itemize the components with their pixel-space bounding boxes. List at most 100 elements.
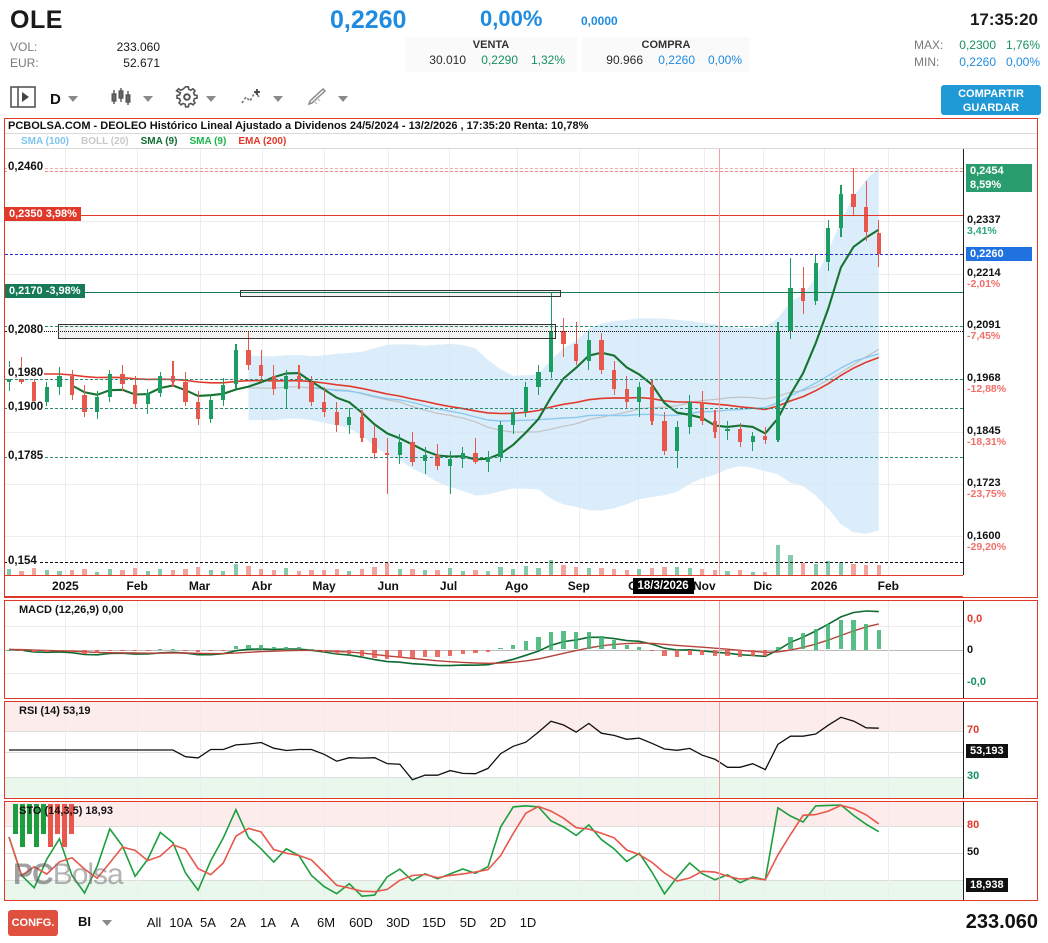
volume-bar bbox=[132, 568, 138, 575]
range-button-60d[interactable]: 60D bbox=[349, 915, 373, 930]
candle-wick bbox=[777, 322, 779, 443]
macd-panel[interactable]: MACD (12,26,9) 0,00 0,0 0 -0,0 bbox=[4, 600, 1038, 699]
date-marker-badge[interactable]: 18/3/2026 bbox=[632, 578, 694, 594]
candle-wick bbox=[311, 375, 313, 406]
v-gridline bbox=[261, 702, 263, 798]
rsi-axis-label: 30 bbox=[967, 769, 980, 782]
macd-histogram-bar bbox=[813, 628, 818, 650]
v-gridline bbox=[762, 802, 764, 900]
range-button-all[interactable]: All bbox=[146, 915, 162, 930]
candle-wick bbox=[752, 431, 754, 451]
macd-histogram-bar bbox=[32, 649, 37, 653]
range-button-6m[interactable]: 6M bbox=[316, 915, 336, 930]
macd-line bbox=[8, 610, 879, 667]
v-gridline bbox=[324, 802, 325, 900]
min-percent: 0,00% bbox=[1005, 55, 1040, 69]
candle-wick bbox=[588, 331, 590, 370]
legend-sma100[interactable]: SMA (100) bbox=[21, 136, 69, 147]
range-button-a[interactable]: A bbox=[290, 915, 300, 930]
share-save-button[interactable]: COMPARTIR GUARDAR bbox=[941, 85, 1041, 115]
interval-selector[interactable]: BI bbox=[78, 914, 112, 929]
candlestick-icon bbox=[110, 86, 136, 113]
candle-wick bbox=[878, 219, 880, 267]
v-gridline bbox=[65, 601, 67, 698]
crosshair-vertical bbox=[718, 702, 720, 798]
range-button-2d[interactable]: 2D bbox=[489, 915, 507, 930]
draw-tools-button[interactable] bbox=[305, 86, 348, 112]
range-button-5a[interactable]: 5A bbox=[200, 915, 216, 930]
macd-histogram-bar bbox=[44, 649, 49, 653]
price-y-axis[interactable]: 0,2454 8,59% 0,2337 3,41% 0,2260 0,2214 -2,01%… bbox=[963, 149, 1037, 575]
price-tag-high[interactable]: 0,2454 bbox=[966, 163, 1032, 178]
legend-boll20[interactable]: BOLL (20) bbox=[80, 136, 129, 147]
macd-histogram-bar bbox=[548, 632, 554, 650]
price-alert-tag[interactable]: 0,2170 -3,98% bbox=[5, 284, 85, 299]
volume-label: VOL: bbox=[10, 40, 38, 54]
price-panel[interactable]: PCBOLSA.COM - DEOLEO Histórico Lineal Aj… bbox=[4, 118, 1038, 598]
volume-bar bbox=[851, 563, 856, 575]
price-plot[interactable] bbox=[5, 149, 1037, 575]
candle-wick bbox=[235, 343, 237, 389]
range-button-1d[interactable]: 1D bbox=[519, 915, 537, 930]
price-tag-high-pct[interactable]: 8,59% bbox=[966, 177, 1032, 192]
rsi-plot[interactable] bbox=[5, 702, 963, 798]
range-button-10a[interactable]: 10A bbox=[169, 915, 193, 930]
max-label: MAX: bbox=[914, 38, 944, 52]
legend-sma9-light[interactable]: SMA (9) bbox=[189, 136, 227, 147]
chart-type-button[interactable] bbox=[110, 86, 153, 112]
volume-bar bbox=[385, 562, 390, 575]
add-indicator-button[interactable] bbox=[240, 86, 283, 112]
current-price-tag[interactable]: 0,2260 bbox=[966, 246, 1032, 261]
sto-plot[interactable] bbox=[5, 802, 963, 900]
volume-bar bbox=[284, 568, 289, 575]
macd-histogram-bar bbox=[561, 630, 566, 650]
legend-ema200[interactable]: EMA (200) bbox=[238, 136, 287, 147]
quote-header: OLE VOL: 233.060 EUR: 52.671 0,2260 0,00… bbox=[0, 0, 1048, 80]
candle-wick bbox=[84, 384, 86, 417]
range-button-15d[interactable]: 15D bbox=[422, 915, 446, 930]
volume-bar bbox=[586, 568, 591, 575]
timeframe-selector[interactable]: D bbox=[50, 86, 78, 112]
eur-label: EUR: bbox=[10, 56, 39, 70]
price-alert-tag[interactable]: 0,2350 3,98% bbox=[5, 207, 81, 222]
sto-value-badge[interactable]: 18,938 bbox=[966, 878, 1008, 893]
range-button-2a[interactable]: 2A bbox=[230, 915, 246, 930]
config-button[interactable]: CONFG. bbox=[8, 910, 58, 936]
sto-histogram-bar bbox=[34, 804, 39, 847]
macd-plot[interactable] bbox=[5, 601, 963, 698]
support-zone-box[interactable] bbox=[57, 324, 556, 339]
date-x-axis[interactable]: 2025FebMarAbrMayJunJulAgoSepOctNovDic202… bbox=[5, 575, 963, 597]
candle-wick bbox=[71, 369, 73, 400]
price-axis-label: 0,2337 3,41% bbox=[967, 213, 1001, 237]
candle-wick bbox=[512, 408, 514, 434]
macd-histogram-bar bbox=[372, 649, 377, 658]
candle-wick bbox=[525, 382, 527, 417]
candle-wick bbox=[865, 181, 867, 241]
v-gridline bbox=[516, 702, 518, 798]
price-axis-label: 0,1845 -18,31% bbox=[967, 424, 1007, 448]
legend-sma9-dark[interactable]: SMA (9) bbox=[140, 136, 178, 147]
range-button-5d[interactable]: 5D bbox=[459, 915, 477, 930]
sto-panel[interactable]: STO (14,3,5) 18,93 80 50 18,938 PCBolsa bbox=[4, 801, 1038, 901]
panel-toggle-button[interactable] bbox=[10, 85, 36, 112]
range-button-30d[interactable]: 30D bbox=[386, 915, 410, 930]
rsi-value-badge[interactable]: 53,193 bbox=[966, 743, 1008, 758]
sto-histogram-bar bbox=[62, 804, 67, 847]
chevron-down-icon bbox=[338, 96, 348, 102]
price-level-line bbox=[5, 562, 963, 564]
settings-button[interactable] bbox=[175, 85, 216, 112]
macd-histogram-bar bbox=[334, 649, 339, 654]
v-gridline bbox=[704, 702, 706, 798]
resistance-zone-box[interactable] bbox=[239, 289, 561, 297]
macd-histogram-bar bbox=[775, 646, 781, 650]
rsi-panel[interactable]: RSI (14) 53,19 70 30 53,193 bbox=[4, 701, 1038, 799]
date-axis-label: Feb bbox=[126, 579, 148, 593]
macd-histogram-bar bbox=[498, 648, 503, 650]
macd-histogram-bar bbox=[624, 644, 629, 650]
h-gridline bbox=[5, 273, 963, 275]
candle-wick bbox=[575, 322, 577, 366]
range-button-1a[interactable]: 1A bbox=[260, 915, 276, 930]
bid-book: COMPRA 90.966 0,2260 0,00% bbox=[582, 37, 750, 72]
bid-title: COMPRA bbox=[641, 39, 691, 51]
volume-bar bbox=[32, 568, 37, 575]
